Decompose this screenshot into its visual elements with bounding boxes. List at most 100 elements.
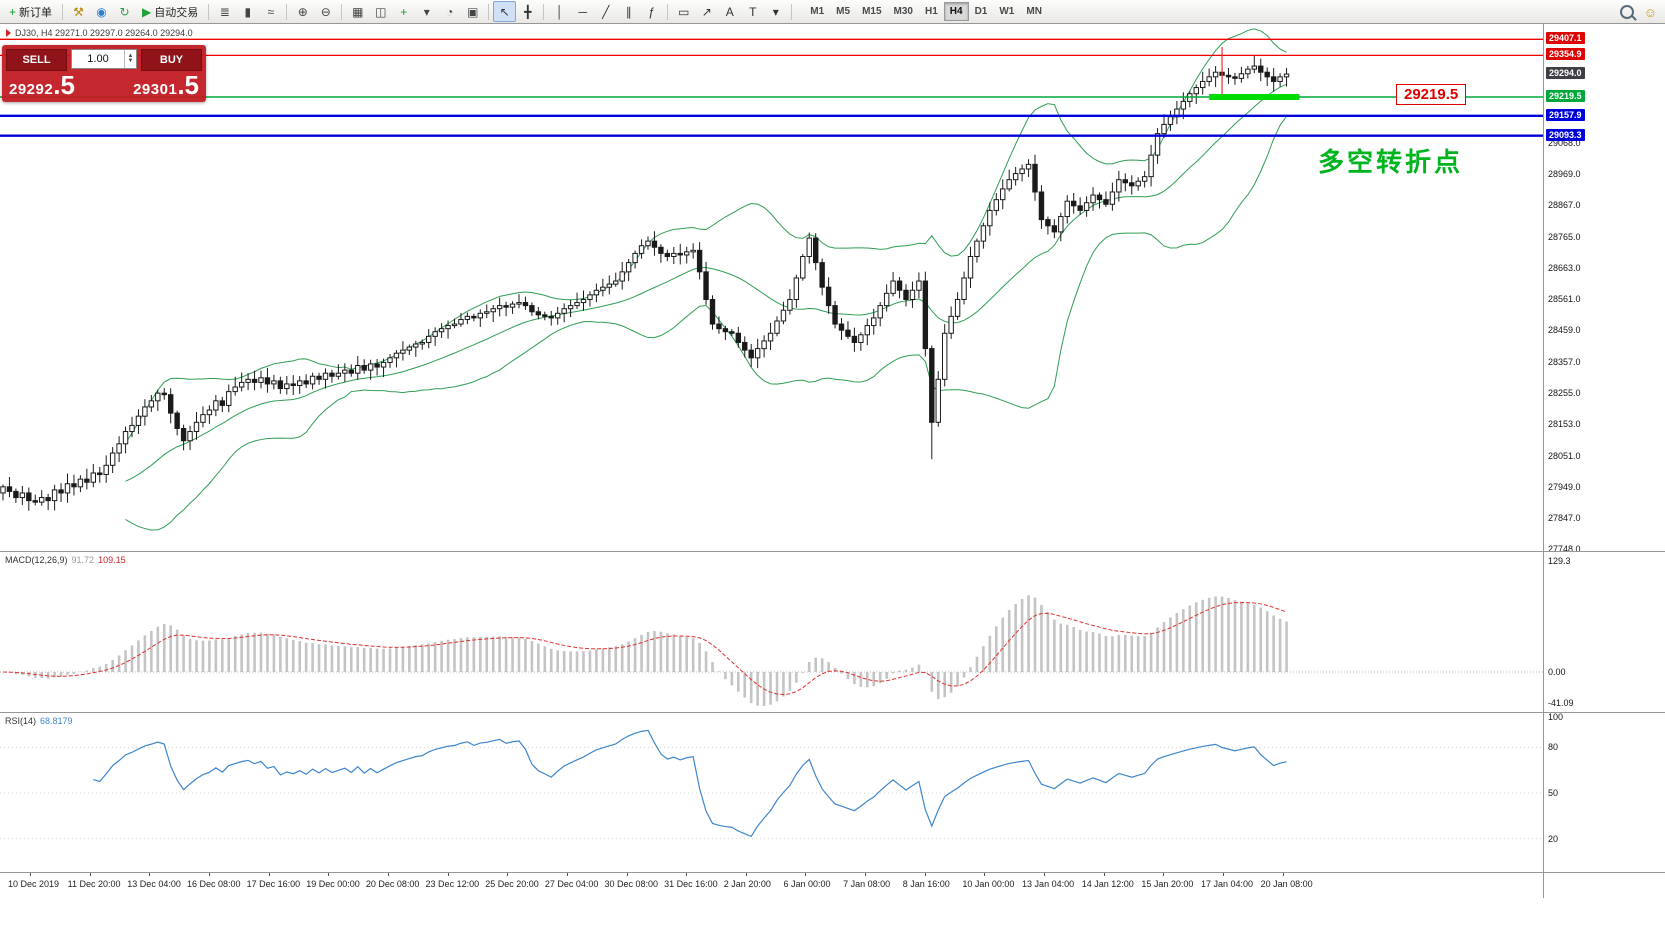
horizontal-line-tool-button[interactable]: ─ [571, 1, 594, 22]
indicators-button[interactable]: + [392, 1, 415, 22]
volume-spinner[interactable]: ▲ ▼ [124, 50, 136, 68]
fibonacci-tool-button[interactable]: ƒ [640, 1, 663, 22]
symbol-header: DJ30, H4 29271.0 29297.0 29264.0 29294.0 [6, 28, 193, 38]
spin-down-icon[interactable]: ▼ [127, 58, 134, 64]
price-axis-separator [1543, 24, 1544, 898]
time-axis-label: 31 Dec 16:00 [664, 879, 718, 889]
label-tool-button[interactable]: T [741, 1, 764, 22]
objects-caret-button[interactable]: ▾ [764, 1, 787, 22]
zoom-in-button[interactable]: ⊕ [291, 1, 314, 22]
hammer-tool-button[interactable]: ⚒ [67, 1, 90, 22]
one-click-trading-panel: SELL 1.00 ▲ ▼ BUY 29292 .5 29301 .5 [2, 45, 206, 102]
volume-value[interactable]: 1.00 [87, 53, 109, 65]
hammer-tool-icon: ⚒ [73, 4, 84, 19]
timeframe-m1-button[interactable]: M1 [810, 6, 825, 17]
trendline-tool-button[interactable]: ╱ [594, 1, 617, 22]
sell-price-main: 29292 [9, 81, 54, 98]
timeframe-h1-button[interactable]: H1 [924, 6, 938, 17]
time-axis[interactable]: 10 Dec 2019 11 Dec 20:00 13 Dec 04:00 16 De… [0, 873, 1543, 898]
new-order-button[interactable]: + 新订单 [3, 1, 58, 22]
buy-button[interactable]: BUY [141, 49, 202, 71]
zoom-out-icon: ⊖ [320, 4, 331, 19]
macd-main-value: 91.72 [71, 555, 95, 565]
toolbar-separator-line [0, 23, 1665, 24]
toolbar: + 新订单 ⚒ ◉ ↻ ▶ 自动交易 ≣ ▮ ≈ ⊕ ⊖ ▦ ◫ + ▾ ◔ ▣ ↖ ╋ │ ─ ╱ ∥ ƒ ▭ ↗ A T ▾ M1 M5 M… [0, 0, 1665, 23]
rsi-axis-label: 100 [1548, 712, 1564, 722]
templates-icon: ▣ [467, 4, 479, 19]
price-axis-label: 27847.0 [1548, 513, 1581, 524]
bar-chart-type-button[interactable]: ≣ [213, 1, 236, 22]
timeframe-m15-button[interactable]: M15 [862, 6, 882, 17]
refresh-button[interactable]: ↻ [113, 1, 136, 22]
channel-tool-button[interactable]: ∥ [617, 1, 640, 22]
price-axis-label: 28255.0 [1548, 388, 1581, 399]
timeframe-group: M1 M5 M15 M30 H1 H4 D1 W1 MN [804, 2, 1048, 21]
support-price-label[interactable]: 29219.5 [1396, 84, 1467, 105]
main-chart-panel[interactable]: DJ30, H4 29271.0 29297.0 29264.0 29294.0… [0, 24, 1543, 551]
line-chart-type-icon: ≈ [267, 4, 275, 19]
time-axis-label: 16 Dec 08:00 [186, 879, 241, 889]
time-axis-label: 8 Jan 16:00 [902, 879, 950, 889]
line-chart-type-button[interactable]: ≈ [259, 1, 282, 22]
buy-price-frac: .5 [177, 70, 199, 100]
periods-icon: ◔ [446, 4, 454, 19]
crosshair-tool-button[interactable]: ╋ [516, 1, 539, 22]
arrows-tool-button[interactable]: ↗ [695, 1, 718, 22]
trendline-tool-icon: ╱ [602, 4, 610, 19]
turning-point-annotation[interactable]: 多空转折点 [1318, 147, 1464, 177]
timeframe-d1-button[interactable]: D1 [974, 6, 988, 17]
macd-panel-splitter[interactable] [0, 551, 1665, 552]
templates-button[interactable]: ▣ [461, 1, 484, 22]
macd-panel[interactable]: MACD(12,26,9) 91.72 109.15 [0, 552, 1543, 712]
auto-trading-button[interactable]: ▶ 自动交易 [136, 1, 204, 22]
community-button[interactable]: ◉ [90, 1, 113, 22]
time-axis-label: 6 Jan 00:00 [783, 879, 831, 889]
rsi-axis-label: 50 [1548, 788, 1559, 798]
candlestick-type-button[interactable]: ▮ [236, 1, 259, 22]
periods-button[interactable]: ◔ [438, 1, 461, 22]
volume-input[interactable]: 1.00 ▲ ▼ [71, 49, 137, 69]
rsi-panel[interactable]: RSI(14) 68.8179 [0, 713, 1543, 872]
price-axis[interactable]: 29068.0 28969.0 28867.0 28765.0 28663.0 28561… [1546, 24, 1665, 554]
timeframe-m5-button[interactable]: M5 [836, 6, 851, 17]
candlestick-chart[interactable] [0, 24, 1543, 551]
text-tool-icon: A [725, 4, 734, 19]
sell-button[interactable]: SELL [6, 49, 67, 71]
price-axis-label: 28561.0 [1548, 294, 1581, 305]
spin-up-icon[interactable]: ▲ [127, 53, 134, 59]
price-axis-label: 28969.0 [1548, 168, 1581, 179]
new-chart-button[interactable]: ◫ [369, 1, 392, 22]
timeframe-mn-button[interactable]: MN [1026, 6, 1042, 17]
shapes-tool-button[interactable]: ▭ [672, 1, 695, 22]
toolbar-separator [543, 3, 545, 20]
zoom-out-button[interactable]: ⊖ [314, 1, 337, 22]
tile-windows-button[interactable]: ▦ [346, 1, 369, 22]
toolbar-right: ☺ [1619, 3, 1657, 21]
channel-tool-icon: ∥ [625, 4, 632, 19]
bar-chart-type-icon: ≣ [219, 4, 230, 19]
time-axis-label: 13 Dec 04:00 [127, 879, 181, 889]
macd-axis-label: 129.3 [1548, 556, 1571, 566]
search-icon[interactable] [1619, 5, 1634, 19]
rsi-label: RSI(14) 68.8179 [5, 716, 73, 726]
indicators-caret-button[interactable]: ▾ [415, 1, 438, 22]
timeframe-h4-button[interactable]: H4 [943, 2, 969, 21]
horizontal-line-tool-icon: ─ [578, 4, 587, 19]
cursor-tool-button[interactable]: ↖ [493, 1, 517, 22]
new-order-button-label: 新订单 [19, 6, 53, 19]
new-order-icon: + [9, 4, 17, 19]
community-smiley-icon[interactable]: ☺ [1643, 4, 1657, 20]
toolbar-separator [286, 3, 288, 20]
text-tool-button[interactable]: A [718, 1, 741, 22]
macd-axis: 129.3 0.00 -41.09 [1546, 552, 1665, 712]
macd-name: MACD(12,26,9) [5, 555, 68, 565]
time-axis-tick [149, 873, 151, 876]
rsi-panel-splitter[interactable] [0, 712, 1665, 713]
price-axis-label: 28663.0 [1548, 262, 1581, 273]
vertical-line-tool-button[interactable]: │ [548, 1, 571, 22]
timeframe-m30-button[interactable]: M30 [893, 6, 913, 17]
bollinger-upper-band [125, 28, 1287, 444]
price-axis-label: 28357.0 [1548, 356, 1581, 367]
timeframe-w1-button[interactable]: W1 [999, 6, 1015, 17]
